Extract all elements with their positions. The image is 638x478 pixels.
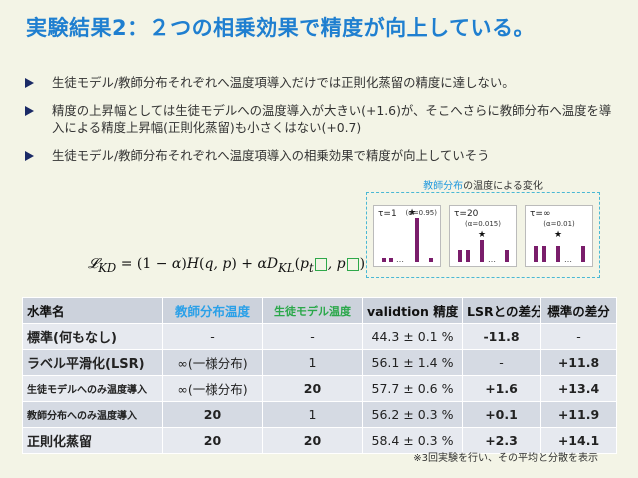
column-header: LSRとの差分 [462, 297, 541, 324]
star-icon: ★ [554, 230, 563, 240]
table-cell: +13.4 [540, 375, 617, 402]
column-header: validtion 精度 [362, 297, 463, 324]
teacher-temperature-box [314, 257, 327, 271]
table-cell: +11.9 [540, 401, 617, 428]
bullet-item: 生徒モデル/教師分布それぞれへ温度項導入の相乗効果で精度が向上していそう [22, 147, 622, 164]
table-row: ラベル平滑化(LSR) ∞(一様分布) 1 56.1 ± 1.4 % - +11… [22, 349, 617, 376]
arrow-bullet-icon [25, 151, 34, 161]
table-row: 正則化蒸留 20 20 58.4 ± 0.3 % +2.3 +14.1 [22, 427, 617, 454]
kd-loss-formula: 𝓛KD = (1 − α)H(q, p) + αDKL(pt, p). [88, 256, 370, 275]
table-cell: 20 [162, 427, 263, 454]
bullet-text: 精度の上昇幅としては生徒モデルへの温度導入が大きい(+1.6)が、そこへさらに教… [52, 103, 612, 135]
table-cell: 56.2 ± 0.3 % [362, 401, 463, 428]
table-header-row: 水準名 教師分布温度 生徒モデル温度 validtion 精度 LSRとの差分 … [22, 297, 617, 324]
table-row: 教師分布へのみ温度導入 20 1 56.2 ± 0.3 % +0.1 +11.9 [22, 401, 617, 428]
star-icon: ★ [478, 230, 487, 240]
figure-title: 教師分布の温度による変化 [423, 181, 543, 192]
bullet-list: 生徒モデル/教師分布それぞれへ温度項導入だけでは正則化蒸留の精度に達しない。 精… [22, 74, 622, 175]
table-cell: 58.4 ± 0.3 % [362, 427, 463, 454]
bullet-item: 精度の上昇幅としては生徒モデルへの温度導入が大きい(+1.6)が、そこへさらに教… [22, 102, 622, 136]
table-row: 標準(何もなし) - - 44.3 ± 0.1 % -11.8 - [22, 323, 617, 350]
table-cell: +11.8 [540, 349, 617, 376]
distribution-panel-tau-1: τ=1 ★ (α=0.95) … [373, 205, 441, 267]
column-header: 水準名 [22, 297, 163, 324]
table-cell: -11.8 [462, 323, 541, 350]
row-label: 生徒モデルへのみ温度導入 [22, 375, 163, 402]
column-header: 教師分布温度 [162, 297, 263, 324]
table-row: 生徒モデルへのみ温度導入 ∞(一様分布) 20 57.7 ± 0.6 % +1.… [22, 375, 617, 402]
table-cell: ∞(一様分布) [162, 375, 263, 402]
arrow-bullet-icon [25, 78, 34, 88]
bullet-text: 生徒モデル/教師分布それぞれへ温度項導入の相乗効果で精度が向上していそう [52, 148, 490, 163]
table-cell: +14.1 [540, 427, 617, 454]
arrow-bullet-icon [25, 106, 34, 116]
row-label: 標準(何もなし) [22, 323, 163, 350]
table-cell: +2.3 [462, 427, 541, 454]
table-cell: 56.1 ± 1.4 % [362, 349, 463, 376]
results-table: 水準名 教師分布温度 生徒モデル温度 validtion 精度 LSRとの差分 … [22, 297, 617, 454]
table-cell: - [462, 349, 541, 376]
table-cell: 20 [262, 375, 363, 402]
table-cell: 44.3 ± 0.1 % [362, 323, 463, 350]
teacher-temperature-figure: 教師分布の温度による変化 τ=1 ★ (α=0.95) … τ=20 (α=0.… [366, 181, 600, 278]
table-cell: 1 [262, 349, 363, 376]
table-cell: 57.7 ± 0.6 % [362, 375, 463, 402]
table-cell: 20 [162, 401, 263, 428]
slide-title: 実験結果2：２つの相乗効果で精度が向上している。 [26, 16, 535, 40]
table-cell: +1.6 [462, 375, 541, 402]
row-label: 正則化蒸留 [22, 427, 163, 454]
column-header: 標準の差分 [540, 297, 617, 324]
bullet-item: 生徒モデル/教師分布それぞれへ温度項導入だけでは正則化蒸留の精度に達しない。 [22, 74, 622, 91]
table-cell: +0.1 [462, 401, 541, 428]
distribution-panel-tau-inf: τ=∞ (α=0.01) ★ … [525, 205, 593, 267]
table-cell: - [262, 323, 363, 350]
table-cell: 1 [262, 401, 363, 428]
table-cell: 20 [262, 427, 363, 454]
bullet-text: 生徒モデル/教師分布それぞれへ温度項導入だけでは正則化蒸留の精度に達しない。 [52, 75, 515, 90]
row-label: ラベル平滑化(LSR) [22, 349, 163, 376]
table-cell: - [162, 323, 263, 350]
student-temperature-box [346, 257, 359, 271]
table-cell: ∞(一様分布) [162, 349, 263, 376]
distribution-panel-tau-20: τ=20 (α=0.015) ★ … [449, 205, 517, 267]
column-header: 生徒モデル温度 [262, 297, 363, 324]
footnote: ※3回実験を行い、その平均と分散を表示 [413, 453, 598, 464]
star-icon: ★ [408, 208, 417, 218]
row-label: 教師分布へのみ温度導入 [22, 401, 163, 428]
table-cell: - [540, 323, 617, 350]
